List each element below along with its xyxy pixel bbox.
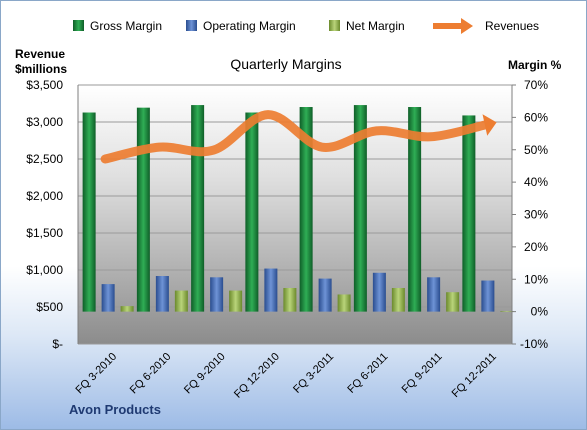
bar-gross-margin	[408, 107, 422, 312]
bar-gross-margin	[191, 105, 205, 312]
legend-label: Operating Margin	[203, 19, 296, 33]
left-tick-label: $3,500	[26, 78, 63, 92]
right-tick-label: 70%	[524, 78, 548, 92]
x-tick-label: FQ 3-2010	[74, 351, 120, 397]
bar-net-margin	[500, 310, 514, 312]
left-axis-ticks: $- $500 $1,000 $1,500 $2,000 $2,500 $3,000 $3,5…	[26, 78, 63, 351]
revenue-line-arrowhead	[482, 114, 497, 136]
right-axis-label: Margin %	[508, 58, 562, 72]
x-axis-labels: FQ 3-2010 FQ 6-2010 FQ 9-2010 FQ 12-2010 FQ …	[74, 351, 499, 401]
left-tick-label: $1,000	[26, 263, 63, 277]
bar-net-margin	[283, 287, 297, 312]
right-tick-label: 50%	[524, 143, 548, 157]
x-tick-label: FQ 6-2011	[345, 351, 390, 396]
right-axis-ticks: -10% 0% 10% 20% 30% 40% 50% 60% 70%	[512, 78, 548, 351]
bar-gross-margin	[82, 112, 96, 312]
x-tick-label: FQ 3-2011	[291, 351, 336, 396]
legend-label: Net Margin	[346, 19, 405, 33]
x-tick-label: FQ 9-2011	[400, 351, 445, 396]
legend-label: Gross Margin	[90, 19, 162, 33]
company-label: Avon Products	[69, 402, 161, 417]
revenue-line	[100, 110, 490, 164]
x-tick-label: FQ 12-2011	[450, 351, 499, 400]
bar-gross-margin	[299, 107, 313, 312]
bars-layer	[82, 105, 514, 312]
left-axis-label-line2: $millions	[15, 62, 67, 76]
bar-operating-margin	[101, 284, 115, 312]
legend-swatch	[73, 20, 84, 31]
bar-operating-margin	[264, 268, 278, 312]
right-tick-label: 40%	[524, 175, 548, 189]
bar-operating-margin	[318, 278, 332, 312]
left-axis-label-line1: Revenue	[15, 47, 65, 61]
bar-operating-margin	[372, 272, 386, 312]
right-tick-label: 0%	[531, 305, 549, 319]
left-tick-label: $2,000	[26, 189, 63, 203]
revenue-line-layer	[100, 110, 497, 164]
bar-operating-margin	[427, 277, 441, 312]
right-tick-label: 30%	[524, 208, 548, 222]
legend-swatch-arrowhead	[461, 18, 473, 34]
bar-net-margin	[337, 294, 351, 312]
bar-operating-margin	[481, 280, 495, 312]
left-tick-label: $1,500	[26, 226, 63, 240]
bar-gross-margin	[136, 107, 150, 312]
right-tick-label: 10%	[524, 272, 548, 286]
right-tick-label: 60%	[524, 110, 548, 124]
bar-net-margin	[120, 306, 134, 312]
left-tick-label: $-	[52, 337, 63, 351]
bar-operating-margin	[210, 277, 224, 312]
x-tick-label: FQ 12-2010	[232, 351, 282, 401]
left-tick-label: $2,500	[26, 152, 63, 166]
bar-gross-margin	[245, 112, 259, 312]
legend-label: Revenues	[485, 19, 539, 33]
right-tick-label: 20%	[524, 240, 548, 254]
left-tick-label: $500	[36, 300, 63, 314]
bar-gross-margin	[353, 105, 367, 312]
x-tick-label: FQ 6-2010	[128, 351, 174, 397]
legend-swatch	[329, 20, 340, 31]
bar-net-margin	[446, 292, 460, 312]
right-tick-label: -10%	[520, 337, 548, 351]
bar-net-margin	[391, 287, 405, 312]
legend-swatch	[186, 20, 197, 31]
left-tick-label: $3,000	[26, 115, 63, 129]
bar-operating-margin	[155, 276, 169, 312]
bar-net-margin	[174, 290, 188, 312]
x-tick-label: FQ 9-2010	[182, 351, 228, 397]
chart-title: Quarterly Margins	[230, 56, 341, 72]
legend: Gross Margin Operating Margin Net Margin Re…	[73, 18, 539, 34]
bar-net-margin	[229, 290, 243, 312]
bar-gross-margin	[462, 115, 476, 312]
